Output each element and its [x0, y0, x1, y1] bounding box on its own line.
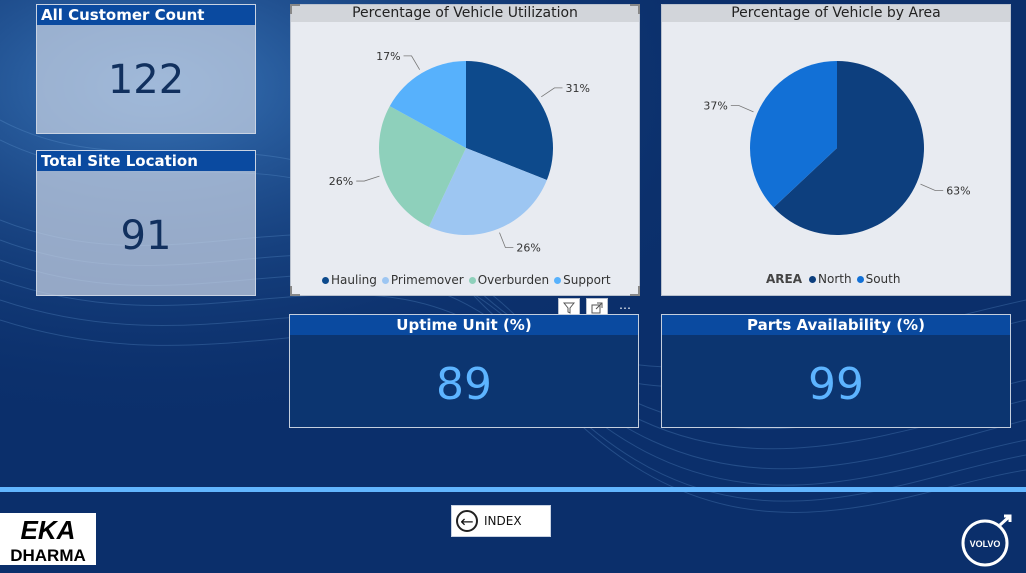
- data-label-hauling: 31%: [565, 82, 589, 95]
- legend-label: Support: [563, 273, 611, 287]
- legend-dot: [554, 276, 562, 284]
- pie-slice-south[interactable]: [750, 60, 837, 208]
- legend-title: AREA: [766, 272, 803, 286]
- pie-slice-north[interactable]: [773, 61, 924, 235]
- legend-dot: [468, 276, 476, 284]
- site-location-card: Total Site Location 91: [36, 150, 256, 296]
- resize-handle[interactable]: [290, 286, 300, 296]
- uptime-label: Uptime Unit (%): [290, 315, 638, 335]
- leader-line: [403, 55, 421, 70]
- resize-handle[interactable]: [630, 4, 640, 14]
- index-button[interactable]: ← INDEX: [451, 505, 551, 537]
- leader-line: [920, 183, 944, 191]
- vehicle-by-area-chart[interactable]: Percentage of Vehicle by Area 63% 37% ARE…: [661, 4, 1011, 296]
- data-label-south: 37%: [703, 100, 727, 113]
- legend-dot: [322, 276, 329, 284]
- legend-label: North: [818, 272, 852, 286]
- legend-label: Primemover: [390, 273, 464, 287]
- legend-item-overburden[interactable]: Overburden: [464, 273, 549, 287]
- pie-slice-primemover[interactable]: [428, 148, 547, 235]
- back-arrow-icon: ←: [456, 510, 478, 532]
- data-label-north: 63%: [946, 184, 970, 197]
- svg-text:EKA: EKA: [21, 515, 76, 545]
- leader-line: [356, 175, 380, 182]
- legend-label: South: [865, 272, 901, 286]
- parts-availability-card: Parts Availability (%) 99: [661, 314, 1011, 428]
- more-options-icon[interactable]: ⋯: [619, 301, 631, 315]
- pie-slice-support[interactable]: [389, 60, 466, 148]
- chart-title: Percentage of Vehicle Utilization: [291, 5, 639, 22]
- data-label-support: 17%: [376, 50, 400, 63]
- parts-availability-label: Parts Availability (%): [662, 315, 1010, 335]
- site-location-label: Total Site Location: [37, 151, 255, 171]
- customer-count-label: All Customer Count: [37, 5, 255, 25]
- leader-line: [499, 232, 514, 248]
- leader-line: [730, 105, 754, 113]
- legend-item-primemover[interactable]: Primemover: [377, 273, 464, 287]
- chart-title: Percentage of Vehicle by Area: [662, 5, 1010, 22]
- svg-text:DHARMA: DHARMA: [10, 546, 86, 565]
- eka-dharma-logo: EKA DHARMA: [0, 513, 96, 565]
- legend-label: Overburden: [477, 273, 550, 287]
- vehicle-utilization-chart[interactable]: Percentage of Vehicle Utilization 31% 26%…: [290, 4, 640, 296]
- legend-dot: [809, 275, 817, 283]
- customer-count-value: 122: [107, 57, 185, 103]
- utilization-legend: Hauling Primemover Overburden Support: [317, 273, 611, 287]
- leader-line: [541, 87, 563, 98]
- uptime-value: 89: [436, 359, 492, 410]
- resize-handle[interactable]: [290, 4, 300, 14]
- legend-item-north[interactable]: North: [804, 272, 852, 286]
- legend-dot: [381, 276, 389, 284]
- legend-label: Hauling: [331, 273, 377, 287]
- pie-slice-hauling[interactable]: [466, 61, 553, 181]
- resize-handle[interactable]: [630, 286, 640, 296]
- uptime-card: Uptime Unit (%) 89: [289, 314, 639, 428]
- parts-availability-value: 99: [808, 359, 864, 410]
- legend-item-hauling[interactable]: Hauling: [317, 273, 377, 287]
- area-legend: AREA North South: [766, 272, 900, 286]
- area-pie: 63% 37%: [703, 60, 971, 235]
- pie-slice-overburden[interactable]: [379, 106, 466, 227]
- legend-item-support[interactable]: Support: [549, 273, 611, 287]
- index-label: INDEX: [484, 514, 522, 528]
- volvo-logo: VOLVO: [961, 514, 1012, 567]
- data-label-primemover: 26%: [516, 241, 540, 254]
- svg-text:VOLVO: VOLVO: [970, 539, 1001, 549]
- legend-item-south[interactable]: South: [852, 272, 901, 286]
- utilization-pie: 31% 26% 26% 17%: [329, 50, 590, 255]
- data-label-overburden: 26%: [329, 175, 353, 188]
- customer-count-card: All Customer Count 122: [36, 4, 256, 134]
- legend-dot: [856, 275, 864, 283]
- site-location-value: 91: [120, 213, 172, 259]
- divider-line: [0, 487, 1026, 492]
